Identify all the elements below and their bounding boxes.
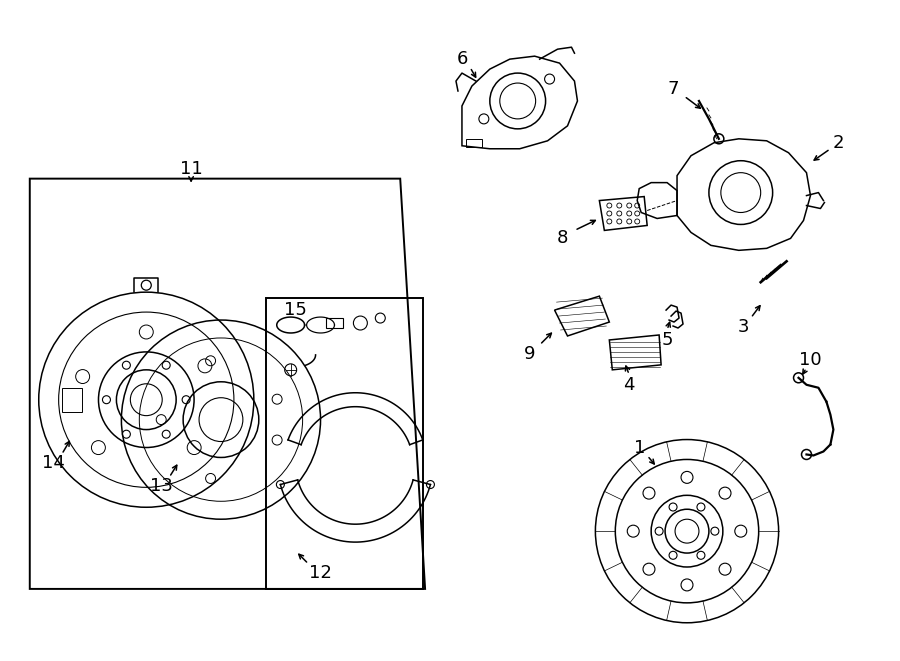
Bar bbox=[466, 139, 482, 147]
Text: 5: 5 bbox=[662, 331, 673, 349]
Text: 3: 3 bbox=[738, 318, 750, 336]
Text: 2: 2 bbox=[832, 134, 844, 152]
Text: 10: 10 bbox=[799, 351, 822, 369]
Text: 13: 13 bbox=[149, 477, 173, 495]
Bar bbox=[326, 318, 344, 328]
Text: 8: 8 bbox=[557, 229, 568, 247]
Text: 14: 14 bbox=[42, 455, 65, 473]
Text: 15: 15 bbox=[284, 301, 307, 319]
Text: 7: 7 bbox=[667, 80, 679, 98]
Text: 1: 1 bbox=[634, 438, 645, 457]
Text: 4: 4 bbox=[624, 375, 635, 394]
Bar bbox=[266, 298, 423, 589]
Text: 6: 6 bbox=[456, 50, 468, 68]
Text: 12: 12 bbox=[309, 564, 332, 582]
Text: 9: 9 bbox=[524, 345, 536, 363]
Bar bbox=[61, 388, 82, 412]
Text: 11: 11 bbox=[180, 160, 202, 178]
